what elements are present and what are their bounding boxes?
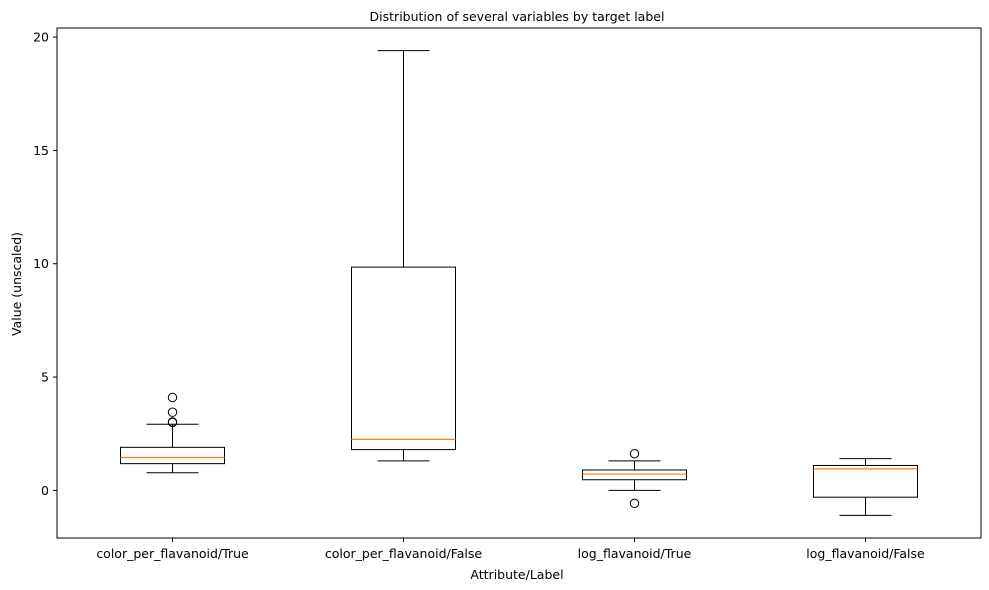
x-axis-label: Attribute/Label: [470, 567, 563, 582]
outlier-point: [167, 407, 178, 417]
axes-frame: [56, 27, 982, 539]
y-tick-label: 15: [33, 143, 49, 158]
plot-area: 0 5 10 15 20 color_per_flavanoid/True color_pe…: [33, 27, 982, 561]
box-iqr: [120, 446, 225, 465]
box-iqr: [582, 469, 687, 481]
y-tick-label: 0: [41, 483, 49, 498]
x-tick-label: color_per_flavanoid/True: [96, 546, 249, 561]
y-tick-label: 10: [33, 256, 49, 271]
y-tick-label: 5: [41, 370, 49, 385]
box-iqr: [813, 464, 918, 498]
x-tick-label: log_flavanoid/False: [806, 546, 925, 561]
outlier-point: [167, 417, 178, 427]
outlier-point: [629, 448, 640, 459]
y-tick-label: 20: [33, 30, 49, 45]
x-tick-label: color_per_flavanoid/False: [325, 546, 483, 561]
outlier-point: [167, 392, 178, 403]
chart-title: Distribution of several variables by tar…: [370, 9, 665, 24]
x-tick-label: log_flavanoid/True: [578, 546, 692, 561]
box-iqr: [351, 266, 456, 451]
outlier-point: [629, 498, 640, 509]
y-axis-label: Value (unscaled): [9, 232, 24, 336]
